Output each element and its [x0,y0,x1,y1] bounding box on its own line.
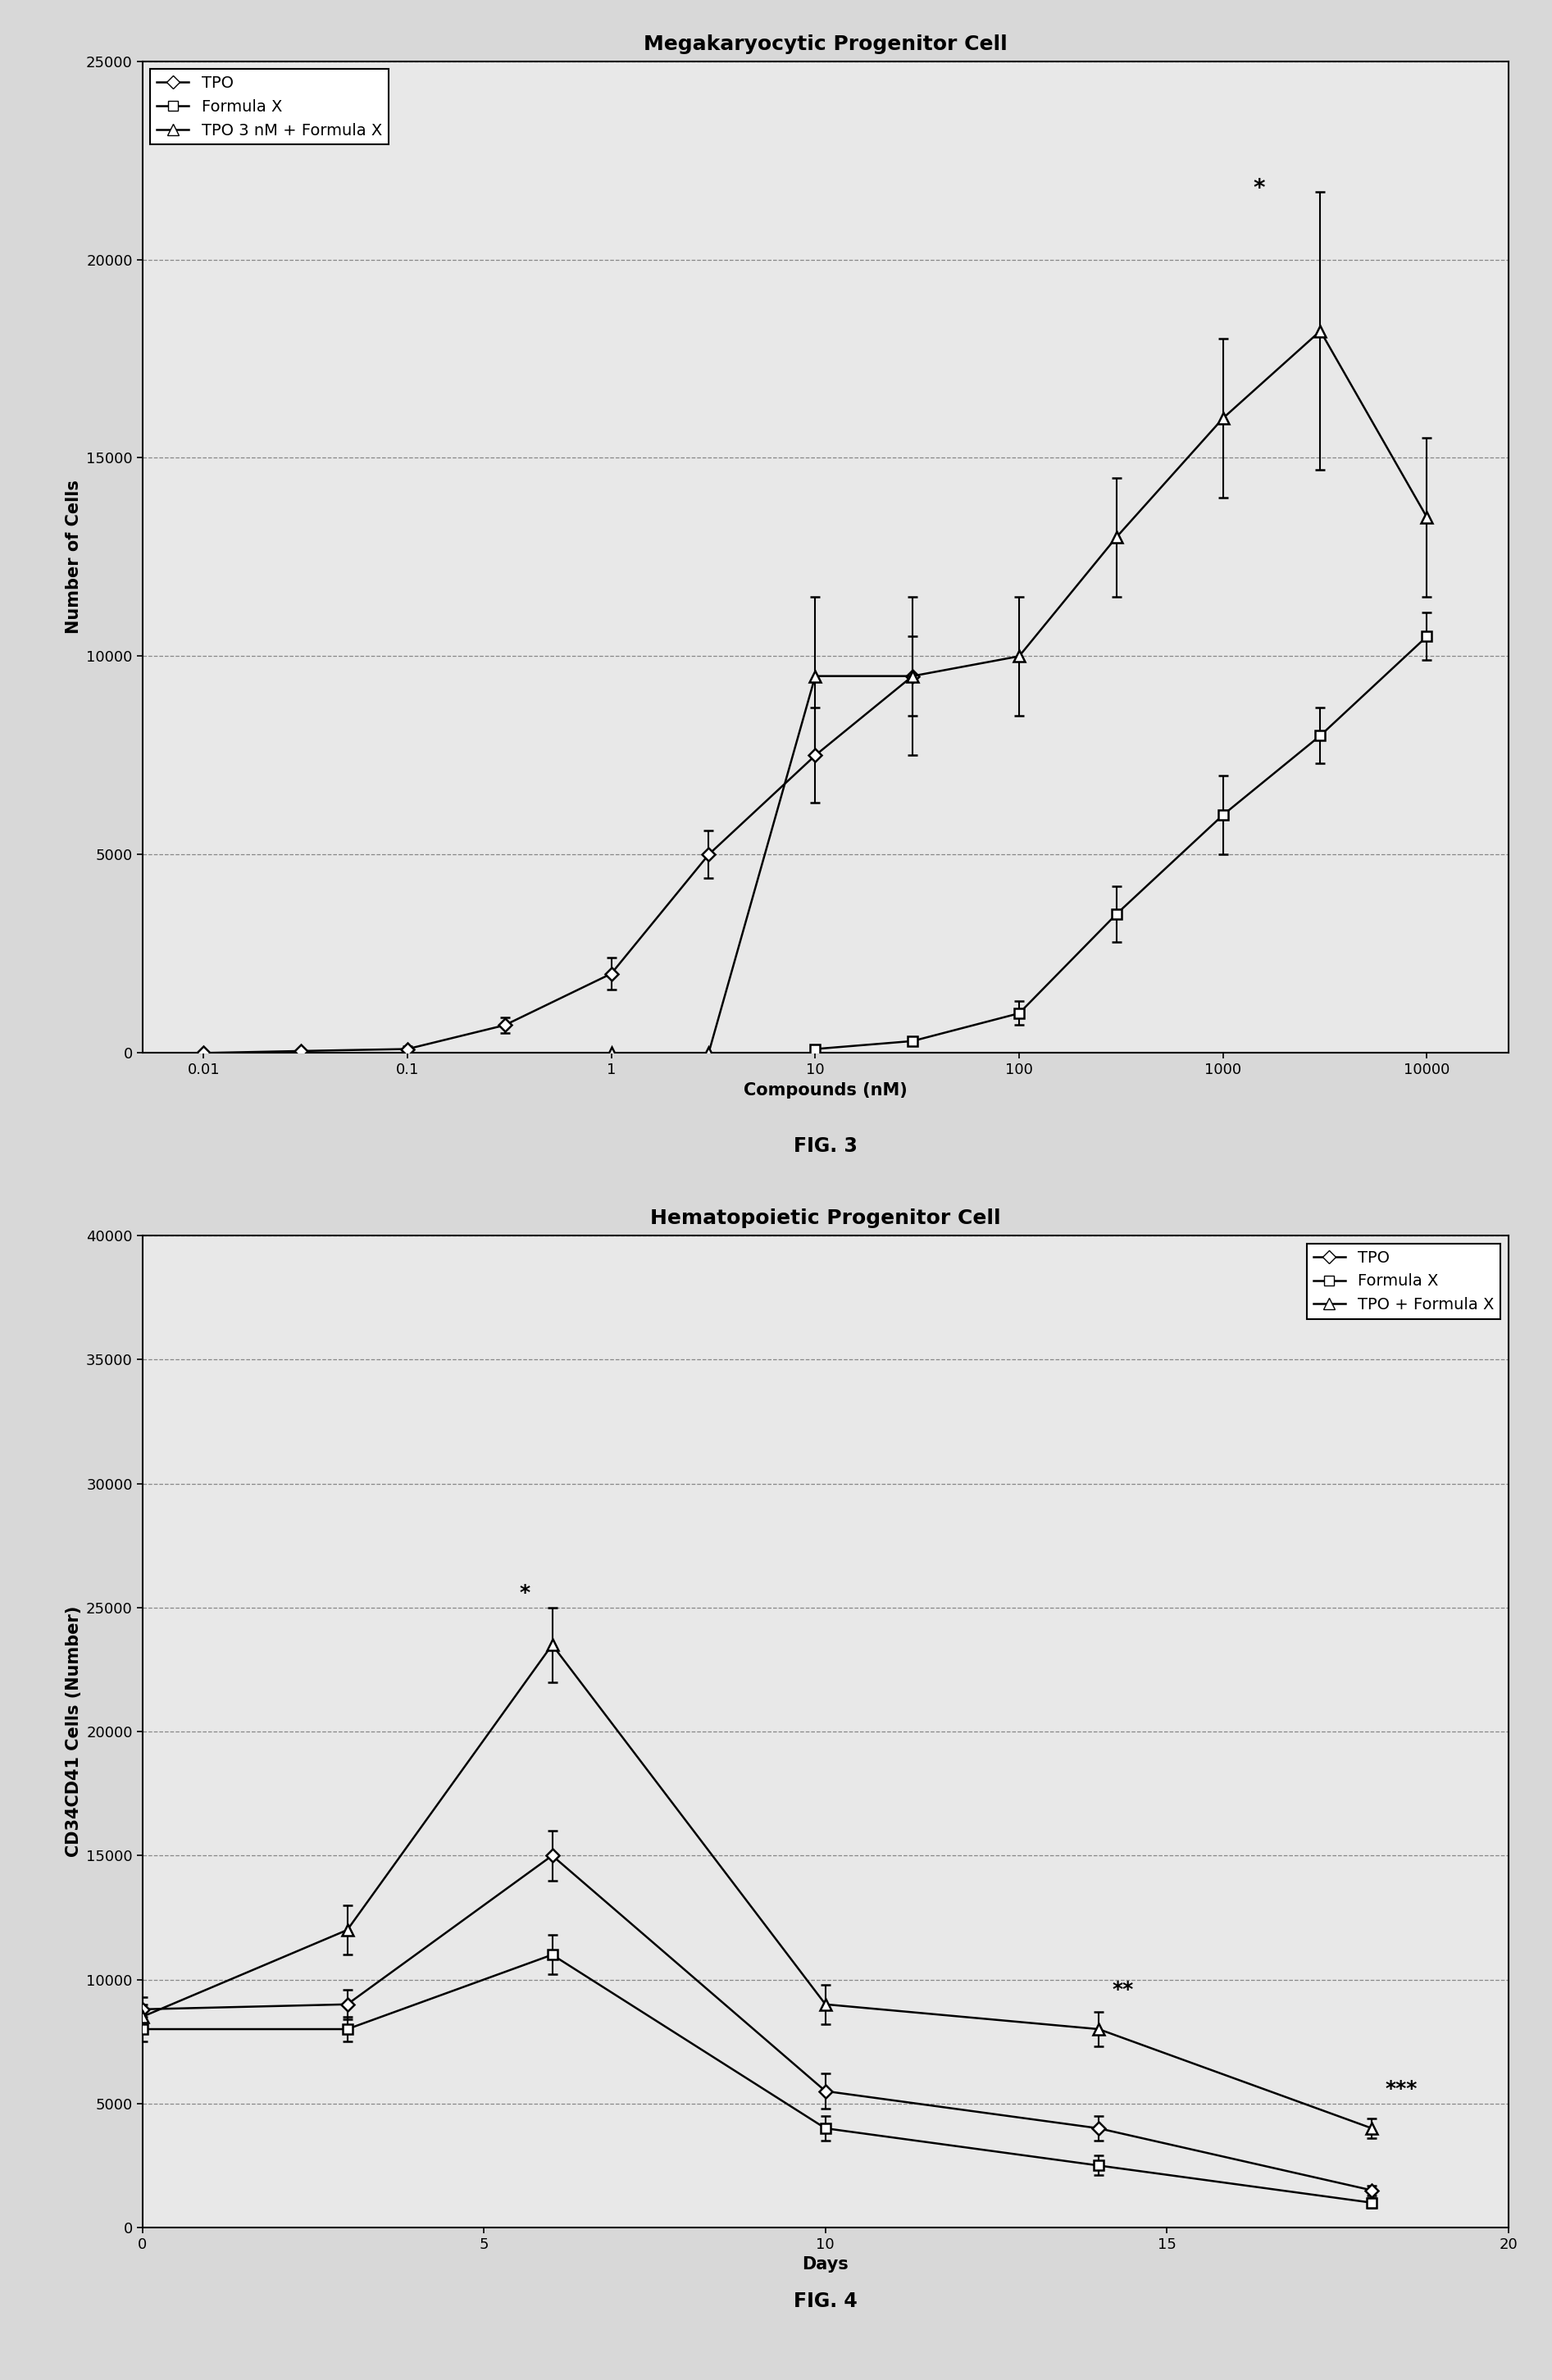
Text: ***: *** [1386,2078,1419,2099]
Text: **: ** [1113,1980,1135,1999]
X-axis label: Days: Days [802,2256,849,2273]
Title: Hematopoietic Progenitor Cell: Hematopoietic Progenitor Cell [650,1209,1001,1228]
Text: FIG. 3: FIG. 3 [793,1138,857,1157]
Text: *: * [1252,176,1265,200]
Title: Megakaryocytic Progenitor Cell: Megakaryocytic Progenitor Cell [644,33,1007,55]
Y-axis label: Number of Cells: Number of Cells [65,481,82,633]
X-axis label: Compounds (nM): Compounds (nM) [743,1083,908,1097]
Legend: TPO, Formula X, TPO + Formula X: TPO, Formula X, TPO + Formula X [1307,1245,1501,1319]
Y-axis label: CD34CD41 Cells (Number): CD34CD41 Cells (Number) [65,1607,82,1856]
Text: FIG. 4: FIG. 4 [793,2292,857,2311]
Text: *: * [520,1583,531,1602]
Legend: TPO, Formula X, TPO 3 nM + Formula X: TPO, Formula X, TPO 3 nM + Formula X [151,69,388,145]
